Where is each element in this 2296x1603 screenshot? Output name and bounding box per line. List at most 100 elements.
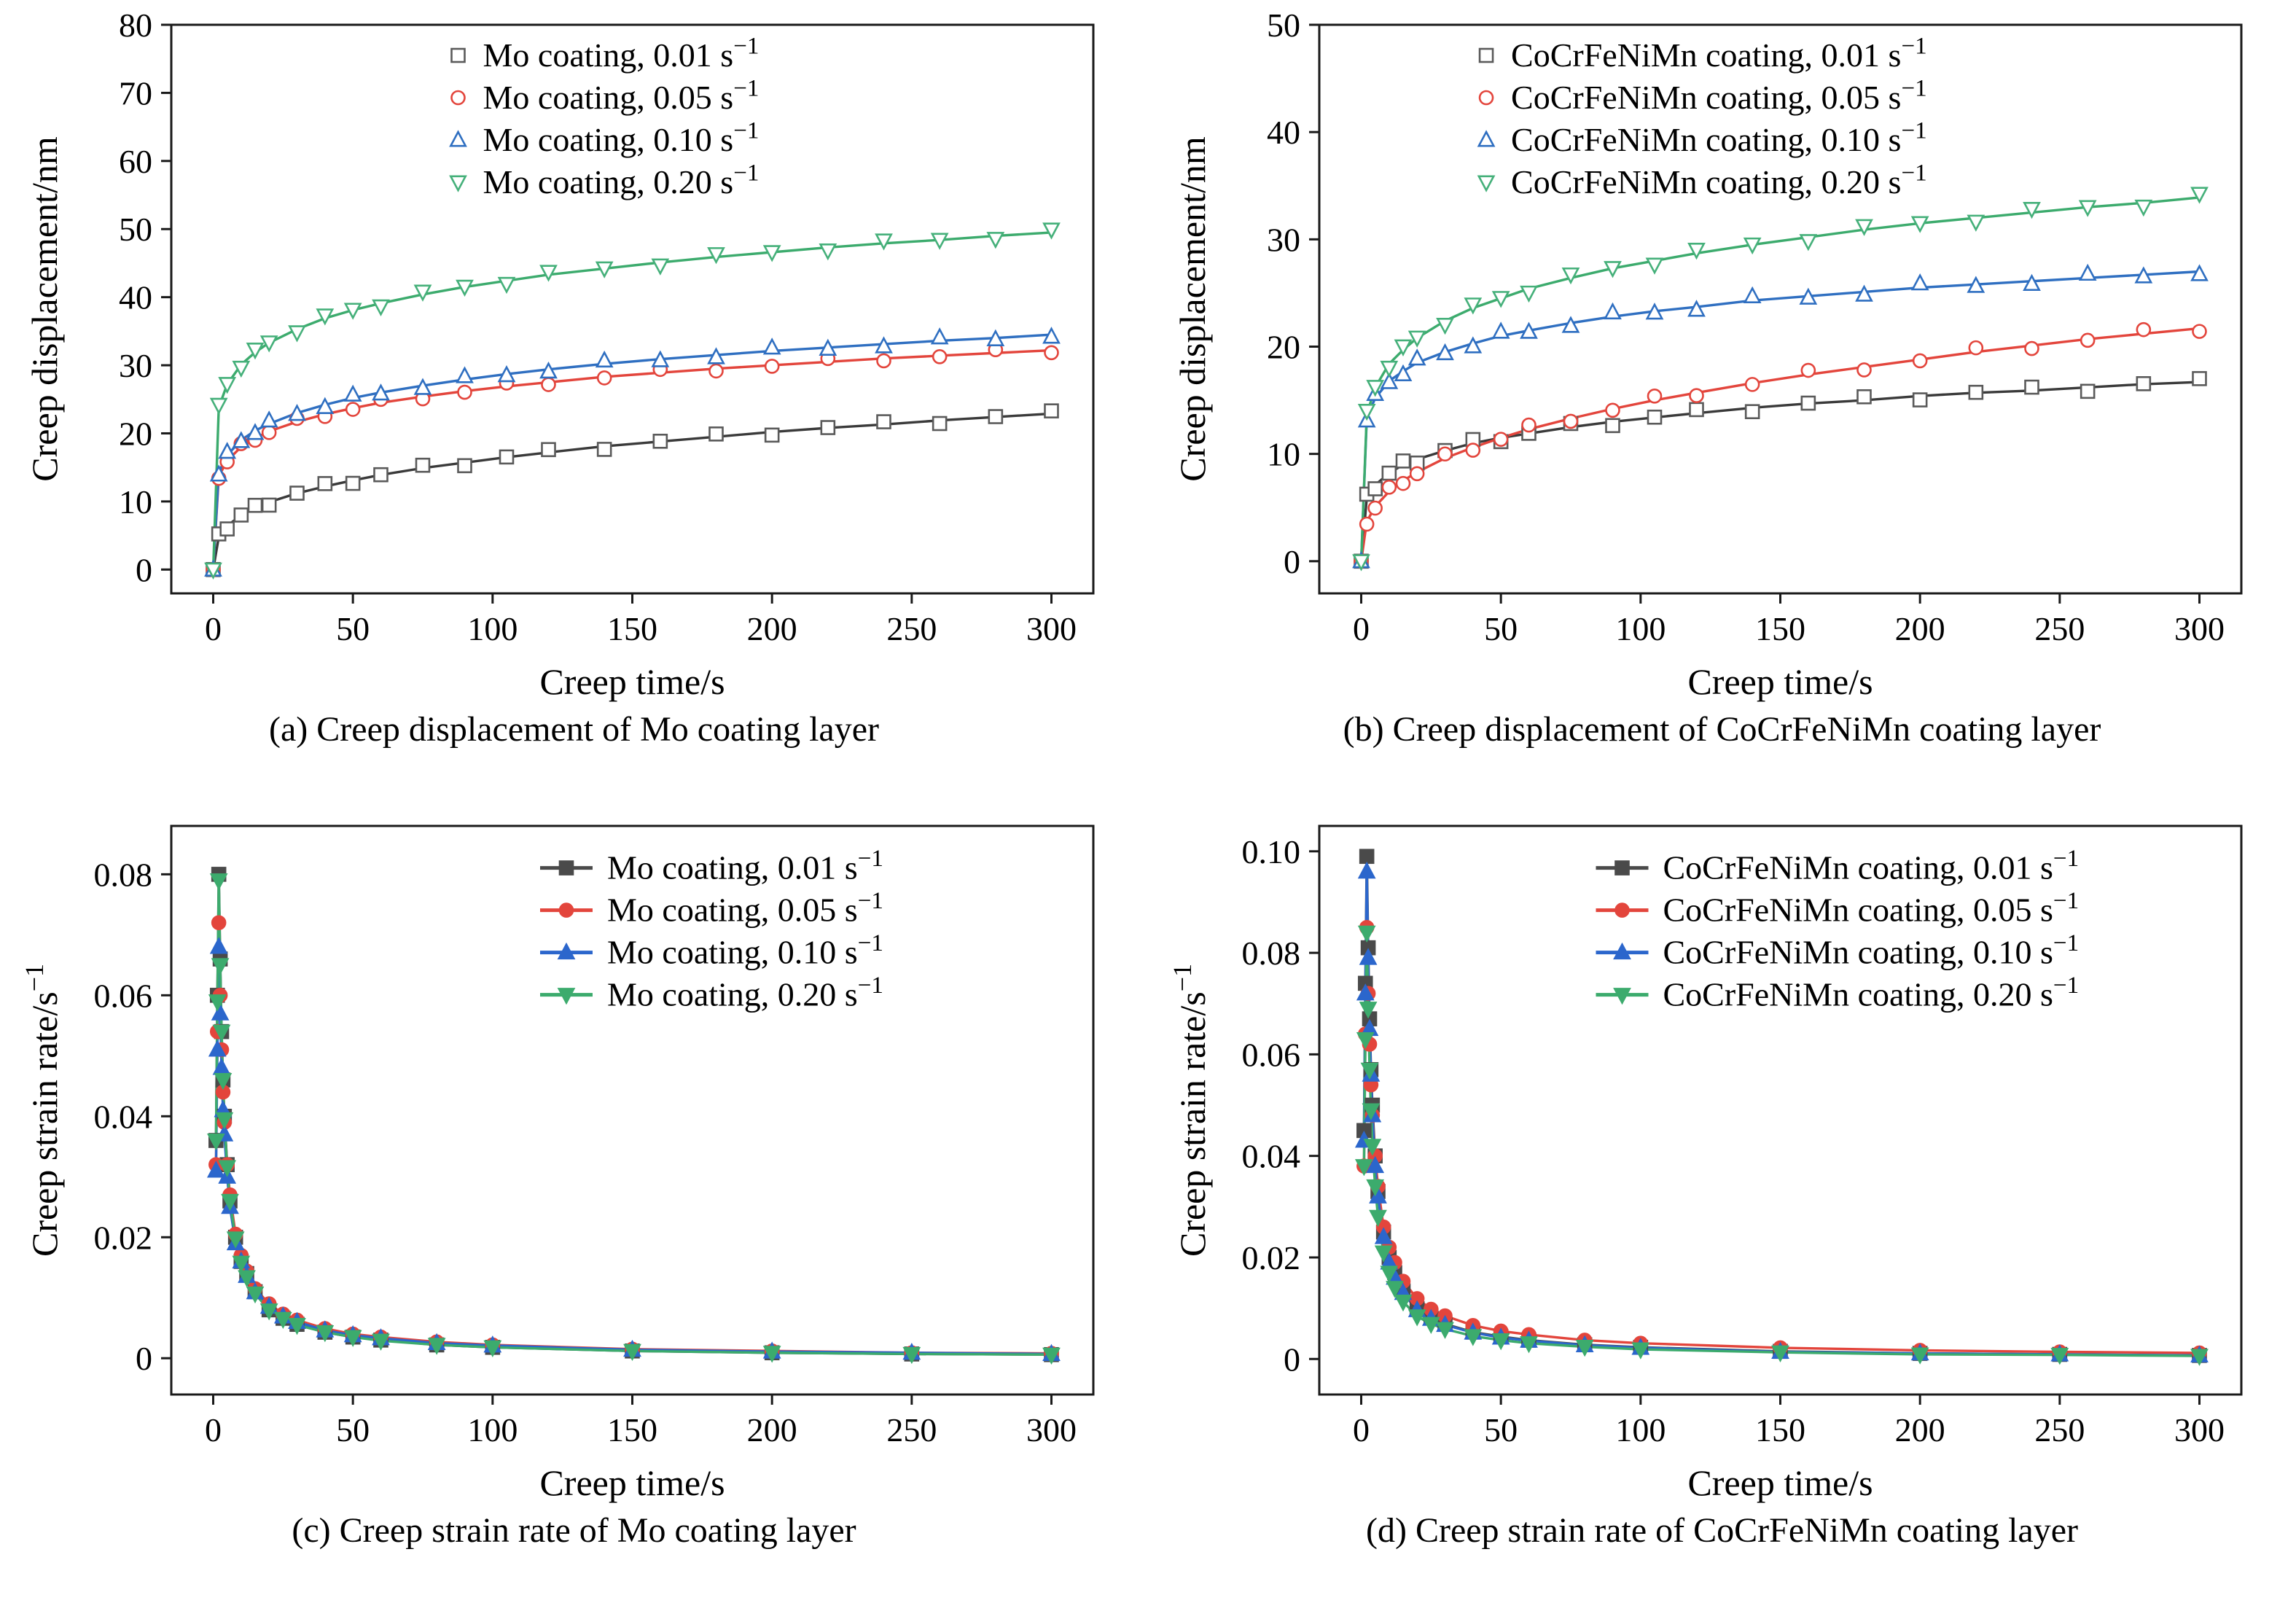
y-tick-label: 80 [119, 10, 152, 44]
data-point-marker [211, 1003, 230, 1021]
data-point-marker [345, 475, 361, 491]
series-line [211, 333, 1052, 570]
legend-label: Mo coating, 0.01 s−1 [483, 33, 760, 74]
y-tick-label: 0.10 [1242, 833, 1301, 870]
data-point-marker [1395, 475, 1411, 491]
data-point-marker [1491, 291, 1510, 308]
legend-label: CoCrFeNiMn coating, 0.10 s−1 [1663, 929, 2080, 970]
data-point-marker [595, 350, 614, 368]
x-tick-label: 50 [1484, 1411, 1518, 1448]
data-point-marker [1744, 404, 1760, 420]
data-point-marker [2024, 379, 2039, 395]
data-point-marker [1380, 360, 1399, 378]
y-tick-label: 10 [119, 483, 152, 520]
y-tick-label: 0.04 [1242, 1138, 1301, 1175]
data-point-marker [483, 1340, 502, 1358]
legend-label: Mo coating, 0.01 s−1 [607, 845, 883, 886]
data-point-marker [316, 1325, 335, 1343]
data-point-marker [373, 467, 388, 483]
y-tick-label: 0.08 [94, 856, 153, 893]
data-point-marker [820, 420, 836, 435]
legend-label: Mo coating, 0.05 s−1 [483, 75, 760, 116]
x-tick-label: 200 [1895, 1411, 1945, 1448]
x-tick-label: 100 [467, 1411, 518, 1448]
legend-marker [1477, 175, 1496, 192]
data-point-marker [875, 233, 893, 251]
data-point-marker [1520, 1336, 1538, 1354]
legend-label: CoCrFeNiMn coating, 0.01 s−1 [1663, 845, 2080, 886]
data-point-marker [1359, 1002, 1378, 1019]
series-line [211, 412, 1052, 570]
y-tick-label: 0.04 [94, 1098, 153, 1135]
data-point-marker [497, 364, 516, 383]
data-point-marker [596, 442, 612, 457]
data-point-marker [247, 497, 263, 513]
data-point-marker [2192, 371, 2207, 386]
data-point-marker [1744, 377, 1760, 392]
data-point-marker [930, 327, 949, 345]
data-point-marker [1421, 1317, 1440, 1334]
legend-marker [1478, 47, 1494, 63]
data-point-marker [1407, 348, 1426, 366]
x-tick-label: 150 [607, 610, 657, 647]
data-point-marker [1367, 500, 1383, 516]
data-point-marker [246, 1286, 265, 1304]
data-point-marker [1912, 392, 1928, 407]
data-point-marker [762, 245, 781, 262]
data-point-marker [541, 442, 556, 458]
x-tick-label: 0 [1353, 610, 1370, 647]
data-point-marker [221, 1193, 239, 1212]
data-point-marker [596, 370, 612, 386]
data-point-marker [1380, 372, 1399, 389]
data-point-marker [1356, 983, 1375, 1001]
data-point-marker [499, 449, 515, 465]
data-point-marker [1687, 243, 1706, 260]
data-point-marker [316, 397, 335, 414]
data-point-marker [708, 426, 724, 442]
data-point-marker [259, 335, 278, 353]
data-point-marker [1561, 267, 1580, 285]
legend-label: CoCrFeNiMn coating, 0.01 s−1 [1511, 33, 1927, 74]
data-point-marker [289, 485, 305, 501]
data-point-marker [541, 377, 556, 392]
y-tick-label: 0 [1284, 543, 1300, 580]
y-tick-label: 50 [1267, 10, 1300, 44]
y-axis-label: Creep displacement/nm [1172, 136, 1213, 482]
data-point-marker [1645, 257, 1664, 275]
data-point-marker [988, 409, 1004, 424]
data-point-marker [1042, 222, 1061, 240]
data-point-marker [1689, 402, 1704, 418]
series-line [211, 348, 1052, 570]
x-tick-label: 300 [1026, 610, 1077, 647]
data-point-marker [2190, 1349, 2209, 1366]
y-tick-label: 60 [119, 143, 152, 180]
data-point-marker [209, 464, 228, 482]
data-point-marker [1491, 321, 1510, 339]
y-tick-label: 0.06 [94, 977, 153, 1014]
x-tick-label: 0 [205, 610, 222, 647]
caption-c: (c) Creep strain rate of Mo coating laye… [292, 1511, 856, 1550]
data-point-marker [218, 442, 237, 459]
data-point-marker [456, 366, 474, 383]
data-point-marker [652, 433, 668, 449]
data-point-marker [623, 1343, 641, 1362]
data-point-marker [1910, 216, 1929, 233]
data-point-marker [209, 937, 228, 954]
y-axis-label: Creep displacement/nm [24, 136, 65, 482]
y-tick-label: 0 [1284, 1341, 1300, 1378]
x-tick-label: 300 [2174, 1411, 2225, 1448]
y-tick-label: 40 [1267, 114, 1300, 151]
y-tick-label: 70 [119, 74, 152, 112]
y-tick-label: 0.02 [94, 1219, 153, 1256]
data-point-marker [1520, 285, 1538, 303]
data-point-marker [1910, 1347, 1929, 1365]
x-tick-label: 250 [886, 1411, 937, 1448]
data-point-marker [1386, 1281, 1404, 1298]
data-point-marker [1799, 234, 1818, 251]
legend-label: CoCrFeNiMn coating, 0.20 s−1 [1511, 160, 1927, 200]
x-tick-label: 150 [1755, 1411, 1805, 1448]
data-point-marker [762, 1346, 781, 1363]
data-point-marker [288, 404, 306, 421]
legend-marker [450, 47, 466, 63]
y-tick-label: 30 [1267, 221, 1300, 258]
